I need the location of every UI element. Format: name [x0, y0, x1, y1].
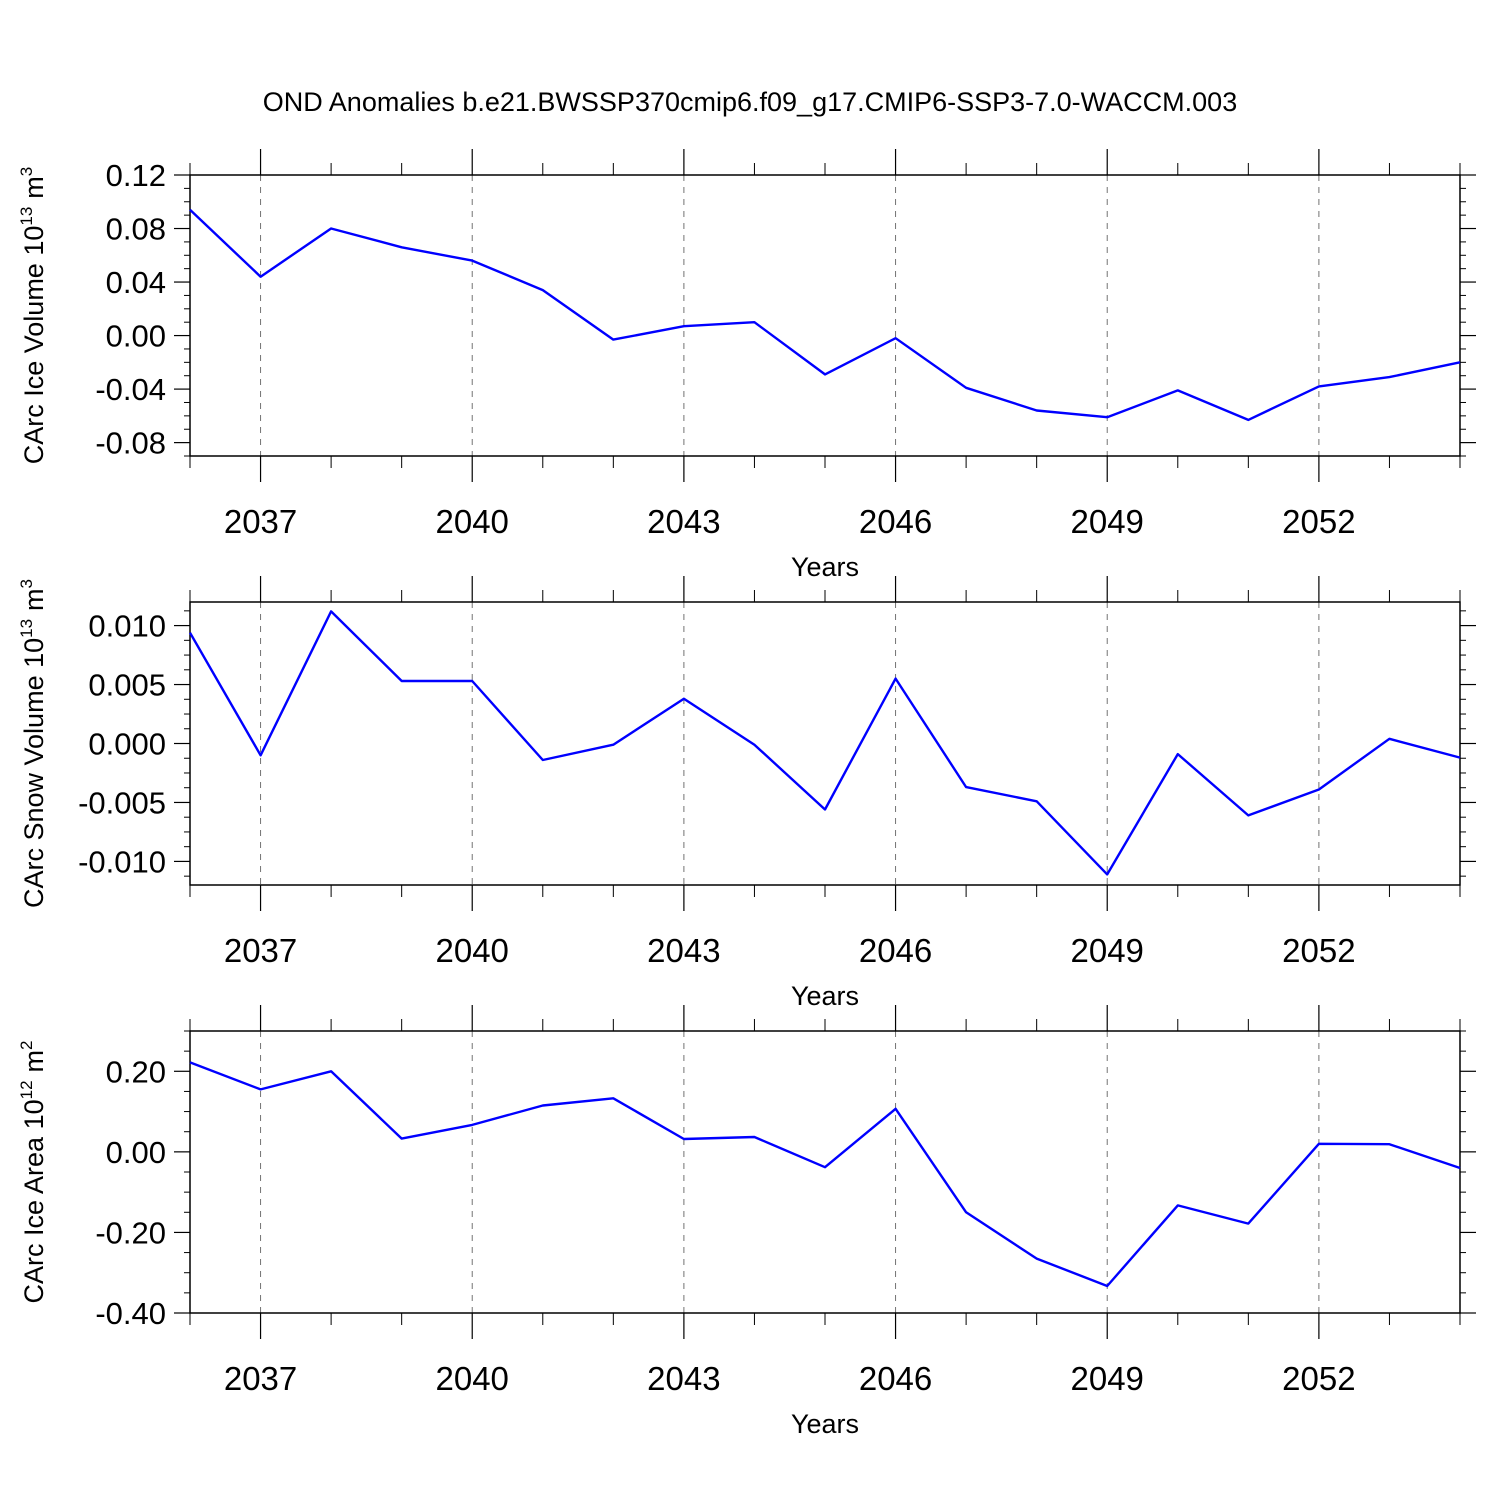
- chart-panel-1: 0.12 0.08 0.04 0.00 -0.04 -0.08 2037 2040 2043 20…: [17, 149, 1476, 582]
- x-tick-label: 2046: [859, 503, 932, 540]
- y-axis-label-main: CArc Ice Volume 10: [19, 226, 49, 465]
- x-tick-label: 2049: [1071, 503, 1144, 540]
- y-axis-label-unit-exponent: 2: [17, 1041, 36, 1050]
- y-axis-label-unit: m: [19, 588, 49, 611]
- x-tick-label: 2043: [647, 932, 720, 969]
- y-axis-label-exponent: 12: [17, 1080, 36, 1099]
- x-tick-label: 2046: [859, 1360, 932, 1397]
- x-tick-label: 2040: [436, 1360, 509, 1397]
- y-axis-label-unit-exponent: 3: [17, 167, 36, 176]
- plot-frame: [189, 174, 1461, 457]
- y-axis-label-exponent: 13: [17, 619, 36, 638]
- y-axis-label-unit-exponent: 3: [17, 579, 36, 588]
- x-tick-label: 2049: [1071, 1360, 1144, 1397]
- x-axis-label: Years: [791, 1409, 859, 1439]
- plot-frame: [189, 1030, 1461, 1314]
- y-axis-label-main: CArc Ice Area 10: [19, 1099, 49, 1303]
- plot-frame: [189, 601, 1461, 886]
- x-tick-label: 2052: [1282, 503, 1355, 540]
- y-tick-label: 0.20: [106, 1054, 166, 1089]
- y-axis-label: CArc Ice Volume 1013 m3: [17, 167, 49, 465]
- y-tick-label: 0.00: [106, 319, 166, 354]
- y-tick-label: -0.08: [95, 426, 166, 461]
- x-axis-label: Years: [791, 552, 859, 582]
- y-tick-label: -0.40: [95, 1296, 166, 1331]
- y-axis-label-exponent: 13: [17, 207, 36, 226]
- y-tick-label: -0.20: [95, 1215, 166, 1250]
- y-tick-label: 0.12: [106, 158, 166, 193]
- x-tick-label: 2037: [224, 932, 297, 969]
- y-tick-label: -0.005: [78, 785, 166, 820]
- y-axis-label: CArc Snow Volume 1013 m3: [17, 579, 49, 908]
- x-tick-label: 2040: [436, 932, 509, 969]
- chart-panel-3: 0.20 0.00 -0.20 -0.40 2037 2040 2043 2046 2049 20…: [17, 1005, 1476, 1439]
- x-tick-label: 2049: [1071, 932, 1144, 969]
- x-tick-label: 2043: [647, 503, 720, 540]
- y-tick-label: -0.010: [78, 844, 166, 879]
- y-tick-label: 0.000: [88, 727, 166, 762]
- y-axis-label-main: CArc Snow Volume 10: [19, 638, 49, 908]
- y-tick-label: -0.04: [95, 372, 166, 407]
- x-tick-label: 2046: [859, 932, 932, 969]
- y-tick-label: 0.010: [88, 609, 166, 644]
- y-axis-label: CArc Ice Area 1012 m2: [17, 1041, 49, 1304]
- y-tick-label: 0.00: [106, 1135, 166, 1170]
- x-tick-label: 2037: [224, 503, 297, 540]
- y-axis-label-unit: m: [19, 1050, 49, 1073]
- x-tick-label: 2052: [1282, 1360, 1355, 1397]
- x-axis-label: Years: [791, 981, 859, 1011]
- x-tick-label: 2037: [224, 1360, 297, 1397]
- y-tick-label: 0.08: [106, 212, 166, 247]
- chart-title: OND Anomalies b.e21.BWSSP370cmip6.f09_g1…: [263, 87, 1237, 117]
- y-tick-label: 0.005: [88, 668, 166, 703]
- y-axis-label-unit: m: [19, 176, 49, 199]
- chart-panel-2: 0.010 0.005 0.000 -0.005 -0.010 2037 2040 2043 2…: [17, 576, 1476, 1011]
- x-tick-label: 2040: [436, 503, 509, 540]
- x-tick-label: 2043: [647, 1360, 720, 1397]
- x-tick-label: 2052: [1282, 932, 1355, 969]
- y-tick-label: 0.04: [106, 265, 166, 300]
